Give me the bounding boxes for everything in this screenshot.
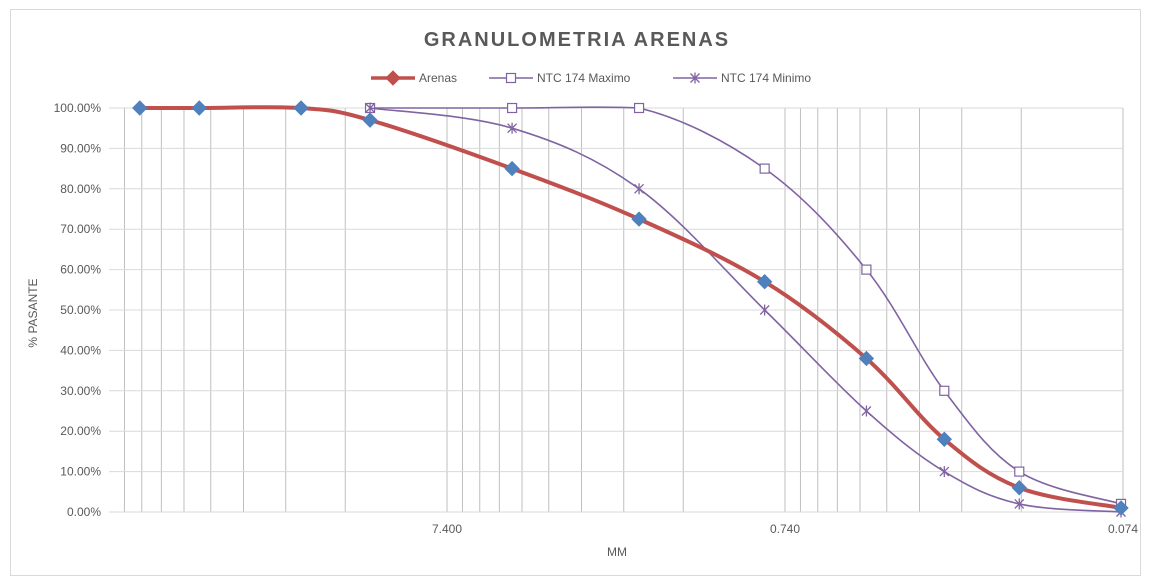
data-point-square <box>939 385 950 396</box>
data-point-star <box>634 183 645 195</box>
legend: Arenas NTC 174 Maximo NTC 174 Minimo <box>371 70 811 86</box>
data-point-star <box>690 72 700 84</box>
y-tick-label: 0.00% <box>67 505 101 519</box>
x-tick-label: 0.074 <box>1108 522 1138 536</box>
data-point-diamond <box>756 274 773 290</box>
series-line <box>370 106 1122 505</box>
chart-title: GRANULOMETRIA ARENAS <box>424 29 730 51</box>
data-point-star <box>507 122 518 134</box>
legend-label: NTC 174 Minimo <box>721 71 811 85</box>
data-point-star <box>1014 498 1025 510</box>
data-point-diamond <box>132 100 148 116</box>
x-tick-label: 0.740 <box>770 522 800 536</box>
data-point-diamond <box>858 350 875 367</box>
data-point-diamond <box>362 112 378 128</box>
data-point-star <box>759 304 770 316</box>
x-tick-label: 7.400 <box>432 522 462 536</box>
chart-frame: GRANULOMETRIA ARENAS Arenas NTC 174 Maxim… <box>10 9 1141 576</box>
data-point-diamond <box>1011 480 1027 496</box>
series-layer <box>132 100 1129 518</box>
y-tick-label: 10.00% <box>60 465 101 479</box>
data-point-square <box>633 102 645 114</box>
data-point-diamond <box>293 100 309 116</box>
y-tick-label: 50.00% <box>60 303 101 317</box>
data-point-diamond <box>936 431 953 447</box>
y-tick-label: 60.00% <box>60 263 101 277</box>
data-point-diamond <box>504 160 520 177</box>
y-tick-labels: 0.00% 10.00% 20.00% 30.00% 40.00% 50.00% 60.00… <box>54 101 102 519</box>
legend-item: Arenas <box>371 70 457 86</box>
y-tick-label: 90.00% <box>60 141 101 155</box>
y-gridlines <box>109 107 1123 513</box>
data-point-diamond <box>385 70 401 86</box>
data-point-diamond <box>631 211 647 227</box>
data-point-square <box>759 163 770 174</box>
data-point-square <box>861 264 872 275</box>
data-point-star <box>939 466 950 478</box>
x-tick-labels: 7.400 0.740 0.074 <box>432 522 1138 536</box>
series-line <box>139 105 1122 510</box>
y-tick-label: 30.00% <box>60 384 101 398</box>
data-point-square <box>1014 466 1025 477</box>
y-tick-label: 100.00% <box>54 101 102 115</box>
legend-label: NTC 174 Maximo <box>537 71 631 85</box>
y-tick-label: 70.00% <box>60 222 101 236</box>
data-point-square <box>505 72 517 84</box>
x-axis-label: MM <box>607 545 627 559</box>
y-axis-label: % PASANTE <box>26 278 40 347</box>
legend-item: NTC 174 Minimo <box>673 71 811 85</box>
y-tick-label: 80.00% <box>60 182 101 196</box>
data-point-star <box>861 405 872 417</box>
series-arenas <box>132 100 1129 516</box>
y-tick-label: 20.00% <box>60 424 101 438</box>
legend-label: Arenas <box>419 71 457 85</box>
data-point-square <box>506 102 518 114</box>
legend-item: NTC 174 Maximo <box>489 71 631 85</box>
data-point-star <box>365 102 376 114</box>
data-point-diamond <box>191 100 208 116</box>
granulometry-chart: GRANULOMETRIA ARENAS Arenas NTC 174 Maxim… <box>26 29 1138 559</box>
y-tick-label: 40.00% <box>60 343 101 357</box>
data-point-diamond <box>1113 500 1129 516</box>
